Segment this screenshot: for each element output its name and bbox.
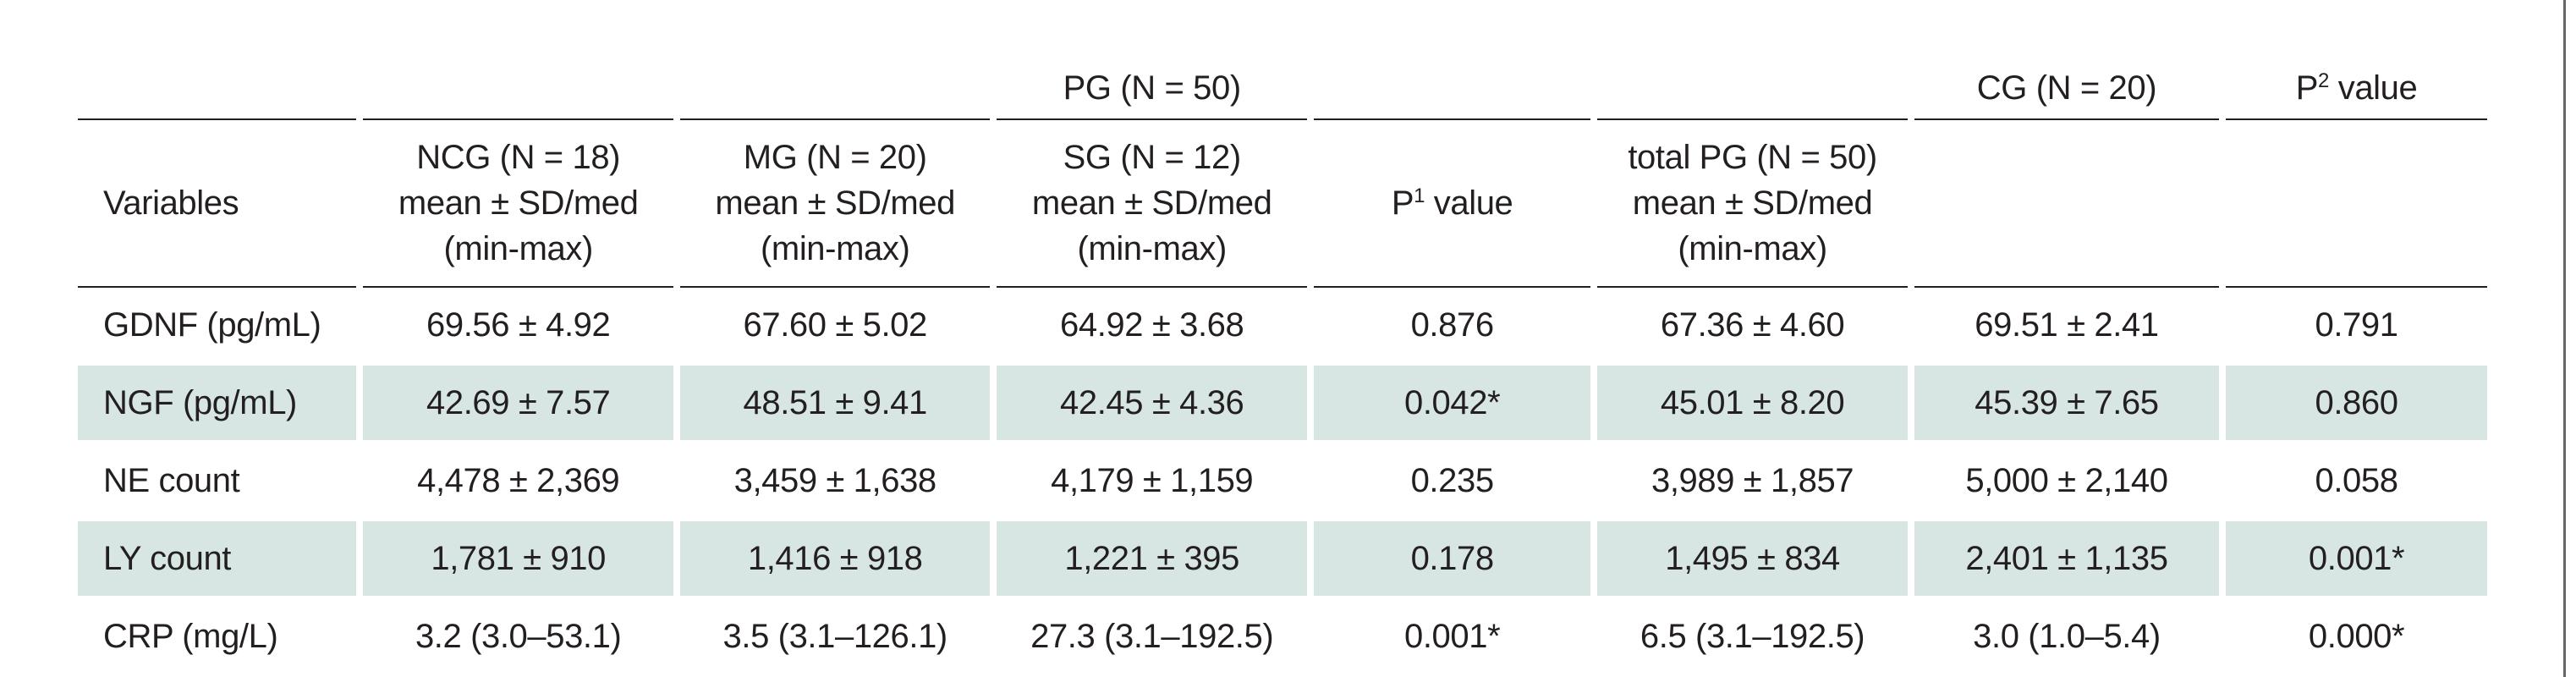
column-header-ncg: NCG (N = 18) mean ± SD/med (min-max) bbox=[398, 139, 639, 267]
cell-sg: 27.3 (3.1–192.5) bbox=[1030, 617, 1274, 655]
cell-p1: 0.178 bbox=[1313, 521, 1591, 596]
frame-border bbox=[2563, 0, 2566, 677]
cell-cg: 3.0 (1.0–5.4) bbox=[1973, 617, 2161, 655]
table-row: LY count 1,781 ± 910 1,416 ± 918 1,221 ±… bbox=[78, 521, 2487, 596]
group-header-p2: P2 value bbox=[2295, 69, 2418, 107]
cell-mg: 48.51 ± 9.41 bbox=[679, 366, 991, 440]
cell-p2: 0.058 bbox=[2315, 461, 2399, 499]
cell-sg: 1,221 ± 395 bbox=[997, 521, 1307, 596]
cell-p2: 0.791 bbox=[2315, 305, 2399, 344]
cell-variable: NGF (pg/mL) bbox=[78, 366, 357, 440]
cell-total: 1,495 ± 834 bbox=[1597, 521, 1908, 596]
table-row: GDNF (pg/mL) 69.56 ± 4.92 67.60 ± 5.02 6… bbox=[78, 288, 2487, 362]
column-header-variables: Variables bbox=[103, 184, 239, 222]
cell-p2: 0.001* bbox=[2226, 521, 2487, 596]
data-table: PG (N = 50) CG (N = 20) P2 value Variabl… bbox=[71, 58, 2494, 674]
cell-cg: 45.39 ± 7.65 bbox=[1914, 366, 2220, 440]
cell-total: 3,989 ± 1,857 bbox=[1651, 461, 1854, 499]
table-row: CRP (mg/L) 3.2 (3.0–53.1) 3.5 (3.1–126.1… bbox=[78, 599, 2487, 674]
column-header-row: Variables NCG (N = 18) mean ± SD/med (mi… bbox=[78, 120, 2487, 286]
cell-cg: 69.51 ± 2.41 bbox=[1975, 305, 2159, 344]
header-bottom-rule bbox=[78, 286, 2487, 288]
cell-ncg: 3.2 (3.0–53.1) bbox=[415, 617, 622, 655]
cell-variable: LY count bbox=[78, 521, 357, 596]
cell-mg: 3.5 (3.1–126.1) bbox=[722, 617, 948, 655]
cell-mg: 67.60 ± 5.02 bbox=[743, 305, 928, 344]
cell-ncg: 4,478 ± 2,369 bbox=[417, 461, 620, 499]
cell-sg: 64.92 ± 3.68 bbox=[1060, 305, 1244, 344]
group-header-pg: PG (N = 50) bbox=[1063, 69, 1242, 107]
table-row: NGF (pg/mL) 42.69 ± 7.57 48.51 ± 9.41 42… bbox=[78, 366, 2487, 440]
cell-p2: 0.000* bbox=[2308, 617, 2405, 655]
cell-variable: CRP (mg/L) bbox=[103, 617, 278, 655]
cell-p1: 0.235 bbox=[1410, 461, 1495, 499]
cell-p1: 0.042* bbox=[1313, 366, 1591, 440]
cell-p2: 0.860 bbox=[2226, 366, 2487, 440]
column-header-total: total PG (N = 50) mean ± SD/med (min-max… bbox=[1628, 139, 1877, 267]
cell-p1: 0.001* bbox=[1403, 617, 1501, 655]
cell-cg: 5,000 ± 2,140 bbox=[1965, 461, 2168, 499]
cell-ncg: 69.56 ± 4.92 bbox=[426, 305, 611, 344]
cell-cg: 2,401 ± 1,135 bbox=[1914, 521, 2220, 596]
cell-sg: 4,179 ± 1,159 bbox=[1051, 461, 1254, 499]
cell-mg: 1,416 ± 918 bbox=[679, 521, 991, 596]
table-row: NE count 4,478 ± 2,369 3,459 ± 1,638 4,1… bbox=[78, 443, 2487, 518]
group-header-row: PG (N = 50) CG (N = 20) P2 value bbox=[78, 58, 2487, 118]
column-header-sg: SG (N = 12) mean ± SD/med (min-max) bbox=[1031, 139, 1272, 267]
group-header-cg: CG (N = 20) bbox=[1976, 69, 2157, 107]
cell-variable: GDNF (pg/mL) bbox=[103, 305, 321, 344]
column-header-mg: MG (N = 20) mean ± SD/med (min-max) bbox=[715, 139, 955, 267]
column-header-p1: P1 value bbox=[1391, 184, 1513, 222]
header-rule bbox=[78, 118, 2487, 120]
cell-ncg: 42.69 ± 7.57 bbox=[363, 366, 673, 440]
cell-sg: 42.45 ± 4.36 bbox=[997, 366, 1307, 440]
cell-p1: 0.876 bbox=[1410, 305, 1495, 344]
cell-total: 45.01 ± 8.20 bbox=[1597, 366, 1908, 440]
cell-variable: NE count bbox=[103, 461, 240, 499]
cell-ncg: 1,781 ± 910 bbox=[363, 521, 673, 596]
cell-mg: 3,459 ± 1,638 bbox=[733, 461, 937, 499]
cell-total: 6.5 (3.1–192.5) bbox=[1640, 617, 1865, 655]
cell-total: 67.36 ± 4.60 bbox=[1660, 305, 1845, 344]
